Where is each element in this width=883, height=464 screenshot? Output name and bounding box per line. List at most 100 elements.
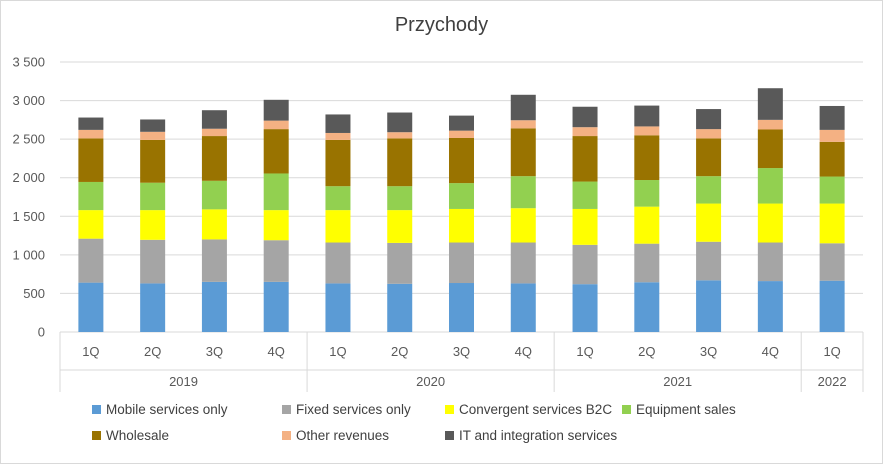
bar-segment bbox=[263, 173, 289, 211]
bar-segment bbox=[449, 130, 474, 138]
bar-segment bbox=[696, 241, 722, 281]
bar-segment bbox=[140, 119, 166, 132]
legend-swatch bbox=[92, 431, 101, 440]
x-tick-label: 4Q bbox=[762, 344, 779, 359]
bar-segment bbox=[449, 115, 474, 131]
legend-label: Other revenues bbox=[296, 428, 390, 443]
y-tick-label: 2 500 bbox=[12, 132, 45, 147]
bar-segment bbox=[696, 129, 722, 139]
legend-label: IT and integration services bbox=[459, 428, 618, 443]
bar-segment bbox=[696, 176, 722, 204]
bar-segment bbox=[78, 181, 104, 211]
x-tick-label: 3Q bbox=[700, 344, 717, 359]
bar-segment bbox=[387, 283, 413, 332]
year-label: 2022 bbox=[818, 374, 847, 389]
bar-segment bbox=[757, 168, 783, 204]
bar-segment bbox=[263, 99, 289, 121]
legend-swatch bbox=[622, 405, 631, 414]
legend-item: Equipment sales bbox=[622, 402, 736, 417]
bar-segment bbox=[757, 129, 783, 169]
bar-segment bbox=[201, 128, 227, 137]
bar-segment bbox=[140, 182, 166, 211]
year-label: 2021 bbox=[663, 374, 692, 389]
bar-segment bbox=[140, 139, 166, 183]
bar-segment bbox=[140, 131, 166, 140]
bar-segment bbox=[510, 176, 536, 209]
legend-label: Equipment sales bbox=[636, 402, 736, 417]
bar-segment bbox=[78, 117, 104, 130]
bar-segment bbox=[387, 138, 413, 187]
bar-segment bbox=[325, 186, 351, 211]
bar-segment bbox=[387, 132, 413, 139]
bar-segment bbox=[572, 284, 598, 332]
y-tick-label: 1 000 bbox=[12, 247, 45, 262]
bar-segment bbox=[696, 138, 722, 177]
x-tick-label: 1Q bbox=[82, 344, 99, 359]
bar-segment bbox=[634, 135, 660, 181]
legend-swatch bbox=[92, 405, 101, 414]
legend-label: Fixed services only bbox=[296, 402, 411, 417]
legend-item: IT and integration services bbox=[445, 428, 617, 443]
bar-segment bbox=[325, 139, 351, 187]
bar-segment bbox=[201, 239, 227, 282]
y-tick-label: 1 500 bbox=[12, 209, 45, 224]
bar-segment bbox=[819, 176, 845, 204]
bar-segment bbox=[572, 136, 598, 182]
y-tick-label: 0 bbox=[38, 325, 45, 340]
bar-segment bbox=[572, 244, 598, 285]
bar-segment bbox=[78, 210, 104, 239]
bar-segment bbox=[325, 132, 351, 140]
legend-label: Convergent services B2C bbox=[459, 402, 613, 417]
bar-segment bbox=[449, 183, 474, 209]
bar-segment bbox=[696, 109, 722, 130]
bar-segment bbox=[78, 238, 104, 283]
legend-swatch bbox=[445, 431, 454, 440]
bar-segment bbox=[201, 136, 227, 181]
legend-label: Mobile services only bbox=[106, 402, 228, 417]
stacked-bar-chart: 0 500 1 000 1 500 2 000 2 500 3 000 3 500 1Q 2Q 3Q… bbox=[12, 55, 864, 392]
bar-segment bbox=[634, 243, 660, 283]
legend-label: Wholesale bbox=[106, 428, 170, 443]
bar-segment bbox=[263, 281, 289, 332]
bar-segment bbox=[510, 283, 536, 332]
bar-segment bbox=[572, 208, 598, 245]
bar-segment bbox=[510, 128, 536, 177]
bar-segment bbox=[572, 106, 598, 128]
bar-segment bbox=[387, 210, 413, 243]
y-tick-label: 500 bbox=[23, 286, 45, 301]
bar-segment bbox=[819, 203, 845, 244]
bar-segment bbox=[201, 281, 227, 332]
bar-segment bbox=[78, 138, 104, 182]
legend-item: Other revenues bbox=[282, 428, 389, 443]
x-tick-label: 2Q bbox=[638, 344, 655, 359]
bar-segment bbox=[325, 114, 351, 133]
bar-segment bbox=[510, 120, 536, 129]
legend-swatch bbox=[445, 405, 454, 414]
bar-segment bbox=[634, 180, 660, 207]
legend-item: Mobile services only bbox=[92, 402, 228, 417]
bar-segment bbox=[263, 129, 289, 174]
bar-segment bbox=[510, 242, 536, 284]
bar-segment bbox=[325, 210, 351, 243]
bar-segment bbox=[634, 105, 660, 127]
bar-segment bbox=[819, 243, 845, 281]
legend-item: Wholesale bbox=[92, 428, 169, 443]
bar-segment bbox=[449, 283, 474, 332]
bar-segment bbox=[819, 280, 845, 332]
bar-segment bbox=[263, 120, 289, 130]
bar-segment bbox=[263, 210, 289, 241]
chart-title: Przychody bbox=[394, 14, 489, 36]
y-tick-label: 3 000 bbox=[12, 93, 45, 108]
x-tick-label: 1Q bbox=[329, 344, 346, 359]
bar-segment bbox=[572, 127, 598, 137]
x-tick-label: 4Q bbox=[515, 344, 532, 359]
bar-segment bbox=[634, 126, 660, 136]
bar-segment bbox=[757, 88, 783, 120]
bar-segment bbox=[819, 141, 845, 177]
bar-segment bbox=[819, 129, 845, 142]
bar-segment bbox=[201, 209, 227, 240]
bar-segment bbox=[140, 210, 166, 240]
bar-segment bbox=[140, 239, 166, 284]
bar-segment bbox=[387, 242, 413, 284]
x-tick-label: 1Q bbox=[576, 344, 593, 359]
